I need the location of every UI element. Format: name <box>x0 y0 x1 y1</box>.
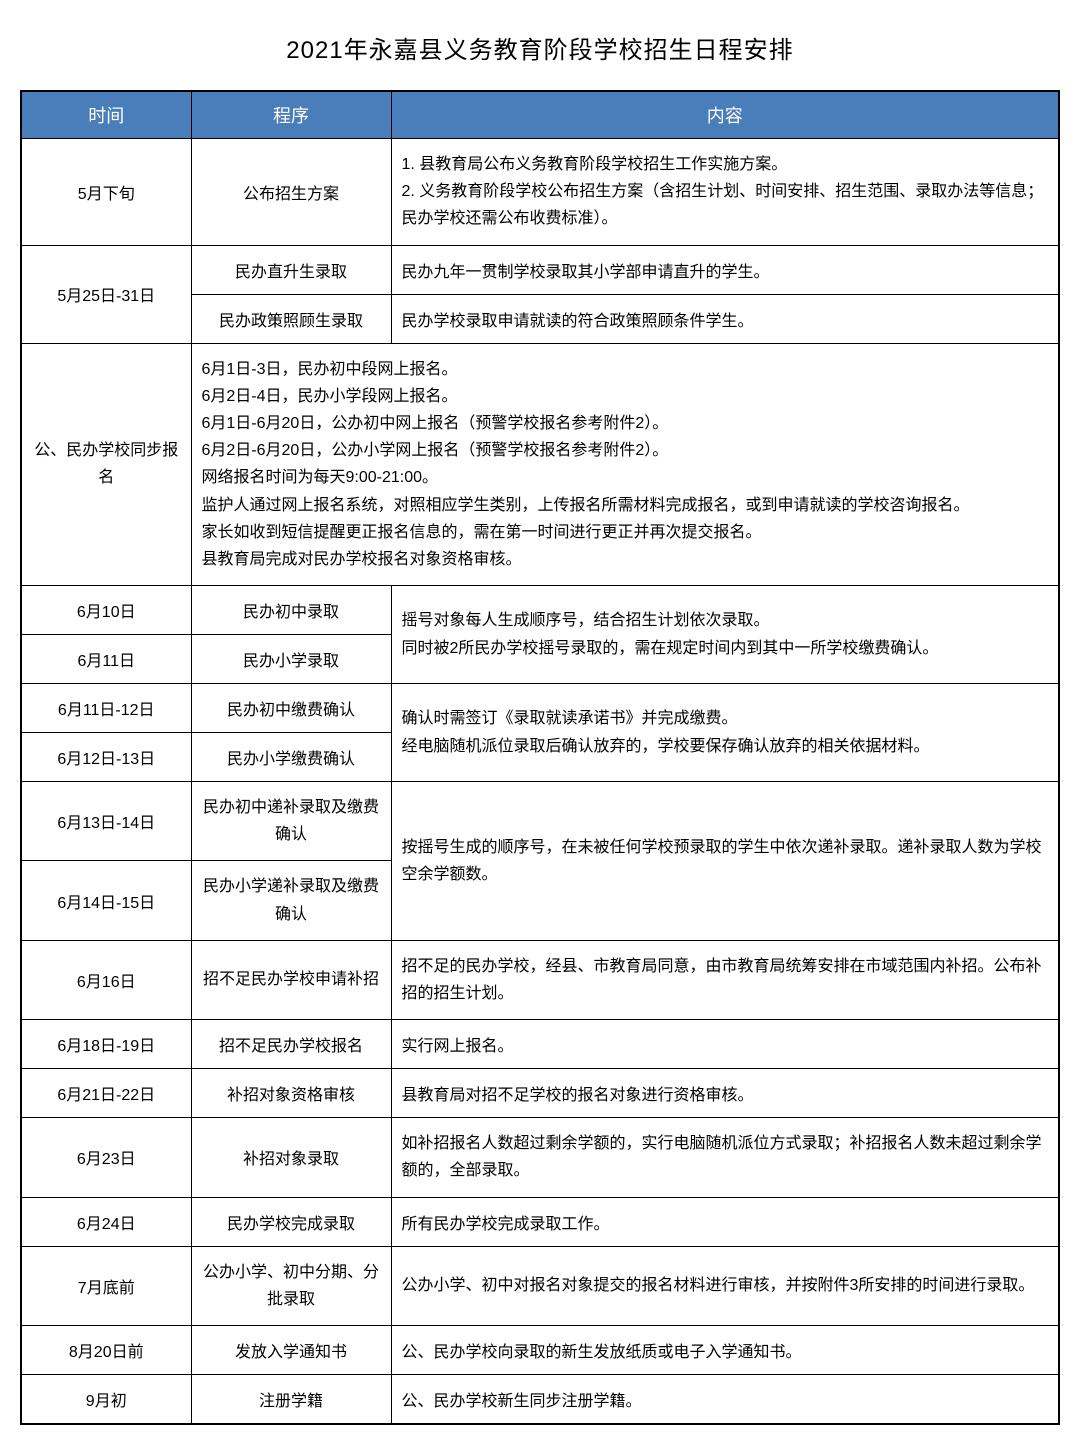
cell-proc: 注册学籍 <box>191 1374 391 1424</box>
cell-proc: 民办学校完成录取 <box>191 1197 391 1246</box>
cell-time: 7月底前 <box>21 1246 191 1325</box>
table-row: 8月20日前 发放入学通知书 公、民办学校向录取的新生发放纸质或电子入学通知书。 <box>21 1325 1059 1374</box>
cell-time: 6月14日-15日 <box>21 861 191 940</box>
cell-time: 8月20日前 <box>21 1325 191 1374</box>
cell-content: 招不足的民办学校，经县、市教育局同意，由市教育局统筹安排在市域范围内补招。公布补… <box>391 940 1059 1019</box>
cell-content: 摇号对象每人生成顺序号，结合招生计划依次录取。同时被2所民办学校摇号录取的，需在… <box>391 586 1059 684</box>
cell-proc: 公布招生方案 <box>191 139 391 246</box>
cell-proc: 招不足民办学校报名 <box>191 1020 391 1069</box>
cell-content: 实行网上报名。 <box>391 1020 1059 1069</box>
cell-content: 民办九年一贯制学校录取其小学部申请直升的学生。 <box>391 245 1059 294</box>
table-row: 6月10日 民办初中录取 摇号对象每人生成顺序号，结合招生计划依次录取。同时被2… <box>21 586 1059 635</box>
cell-content: 公、民办学校向录取的新生发放纸质或电子入学通知书。 <box>391 1325 1059 1374</box>
table-row: 5月下旬 公布招生方案 1. 县教育局公布义务教育阶段学校招生工作实施方案。2.… <box>21 139 1059 246</box>
table-row: 公、民办学校同步报名 6月1日-3日，民办初中段网上报名。6月2日-4日，民办小… <box>21 343 1059 586</box>
cell-proc: 民办直升生录取 <box>191 245 391 294</box>
cell-time: 9月初 <box>21 1374 191 1424</box>
cell-time: 6月13日-14日 <box>21 782 191 861</box>
cell-time: 6月11日 <box>21 635 191 684</box>
cell-time: 6月16日 <box>21 940 191 1019</box>
schedule-table: 时间 程序 内容 5月下旬 公布招生方案 1. 县教育局公布义务教育阶段学校招生… <box>20 90 1060 1425</box>
cell-content: 公、民办学校新生同步注册学籍。 <box>391 1374 1059 1424</box>
cell-time: 6月10日 <box>21 586 191 635</box>
cell-proc: 补招对象资格审核 <box>191 1069 391 1118</box>
table-row: 6月24日 民办学校完成录取 所有民办学校完成录取工作。 <box>21 1197 1059 1246</box>
table-header-row: 时间 程序 内容 <box>21 91 1059 139</box>
table-row: 6月16日 招不足民办学校申请补招 招不足的民办学校，经县、市教育局同意，由市教… <box>21 940 1059 1019</box>
cell-proc: 民办初中录取 <box>191 586 391 635</box>
cell-content: 民办学校录取申请就读的符合政策照顾条件学生。 <box>391 294 1059 343</box>
cell-proc: 民办政策照顾生录取 <box>191 294 391 343</box>
cell-proc: 民办初中缴费确认 <box>191 684 391 733</box>
table-row: 5月25日-31日 民办直升生录取 民办九年一贯制学校录取其小学部申请直升的学生… <box>21 245 1059 294</box>
cell-time: 6月12日-13日 <box>21 733 191 782</box>
cell-content: 所有民办学校完成录取工作。 <box>391 1197 1059 1246</box>
table-row: 6月13日-14日 民办初中递补录取及缴费确认 按摇号生成的顺序号，在未被任何学… <box>21 782 1059 861</box>
table-row: 6月11日-12日 民办初中缴费确认 确认时需签订《录取就读承诺书》并完成缴费。… <box>21 684 1059 733</box>
cell-proc: 补招对象录取 <box>191 1118 391 1197</box>
table-row: 6月18日-19日 招不足民办学校报名 实行网上报名。 <box>21 1020 1059 1069</box>
cell-proc: 发放入学通知书 <box>191 1325 391 1374</box>
header-time: 时间 <box>21 91 191 139</box>
cell-proc: 招不足民办学校申请补招 <box>191 940 391 1019</box>
cell-content: 公办小学、初中对报名对象提交的报名材料进行审核，并按附件3所安排的时间进行录取。 <box>391 1246 1059 1325</box>
cell-content: 确认时需签订《录取就读承诺书》并完成缴费。经电脑随机派位录取后确认放弃的，学校要… <box>391 684 1059 782</box>
table-row: 7月底前 公办小学、初中分期、分批录取 公办小学、初中对报名对象提交的报名材料进… <box>21 1246 1059 1325</box>
cell-proc: 民办小学缴费确认 <box>191 733 391 782</box>
cell-content: 6月1日-3日，民办初中段网上报名。6月2日-4日，民办小学段网上报名。6月1日… <box>191 343 1059 586</box>
page-title: 2021年永嘉县义务教育阶段学校招生日程安排 <box>20 30 1060 65</box>
table-row: 6月21日-22日 补招对象资格审核 县教育局对招不足学校的报名对象进行资格审核… <box>21 1069 1059 1118</box>
cell-time: 6月24日 <box>21 1197 191 1246</box>
cell-content: 按摇号生成的顺序号，在未被任何学校预录取的学生中依次递补录取。递补录取人数为学校… <box>391 782 1059 941</box>
table-row: 9月初 注册学籍 公、民办学校新生同步注册学籍。 <box>21 1374 1059 1424</box>
cell-time: 5月下旬 <box>21 139 191 246</box>
cell-proc: 公办小学、初中分期、分批录取 <box>191 1246 391 1325</box>
cell-time: 6月18日-19日 <box>21 1020 191 1069</box>
cell-proc: 民办小学录取 <box>191 635 391 684</box>
cell-time: 5月25日-31日 <box>21 245 191 343</box>
header-procedure: 程序 <box>191 91 391 139</box>
cell-proc: 民办小学递补录取及缴费确认 <box>191 861 391 940</box>
cell-time: 6月11日-12日 <box>21 684 191 733</box>
cell-time: 公、民办学校同步报名 <box>21 343 191 586</box>
cell-proc: 民办初中递补录取及缴费确认 <box>191 782 391 861</box>
cell-content: 县教育局对招不足学校的报名对象进行资格审核。 <box>391 1069 1059 1118</box>
cell-time: 6月21日-22日 <box>21 1069 191 1118</box>
cell-time: 6月23日 <box>21 1118 191 1197</box>
cell-content: 如补招报名人数超过剩余学额的，实行电脑随机派位方式录取；补招报名人数未超过剩余学… <box>391 1118 1059 1197</box>
header-content: 内容 <box>391 91 1059 139</box>
cell-content: 1. 县教育局公布义务教育阶段学校招生工作实施方案。2. 义务教育阶段学校公布招… <box>391 139 1059 246</box>
table-row: 6月23日 补招对象录取 如补招报名人数超过剩余学额的，实行电脑随机派位方式录取… <box>21 1118 1059 1197</box>
